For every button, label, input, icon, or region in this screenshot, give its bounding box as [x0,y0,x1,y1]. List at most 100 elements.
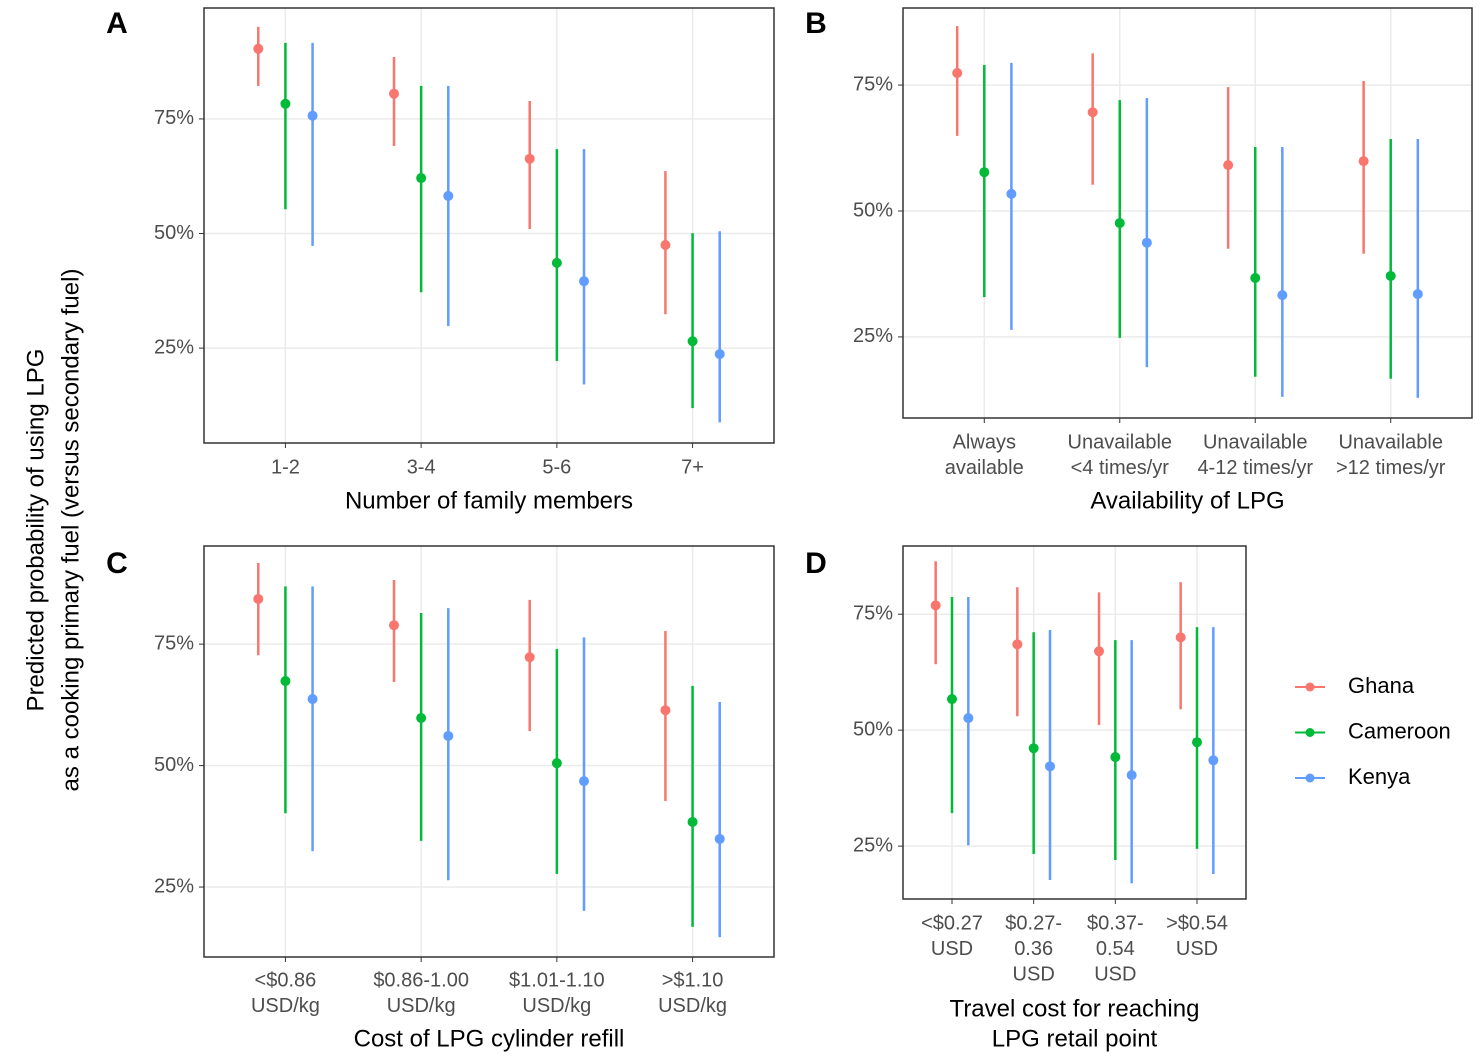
x-tick-label: >12 times/yr [1336,457,1446,479]
x-tick-label: 0.36 [1014,938,1053,960]
x-tick-label: 4-12 times/yr [1197,457,1313,479]
point [307,110,318,121]
point [1385,270,1396,281]
y-tick-label: 50% [853,199,893,221]
point [1141,237,1152,248]
x-tick-label: Always [953,431,1016,453]
x-tick-label: 7+ [681,456,704,478]
point [551,257,562,268]
panel-border [902,7,1473,419]
y-tick-label: 50% [853,718,893,740]
point [1012,639,1023,650]
x-axis-title: Number of family members [345,487,633,514]
point [443,730,454,741]
point [416,173,427,184]
point [524,153,535,164]
point [307,694,318,705]
y-tick-label: 25% [853,834,893,856]
y-tick-label: 25% [154,336,194,358]
x-tick-label: $0.37- [1087,912,1144,934]
x-tick-label: USD [1094,963,1136,985]
point [1358,156,1369,167]
point [687,336,698,347]
point [524,652,535,663]
point [579,776,589,787]
x-tick-label: >$0.54 [1166,912,1228,934]
x-tick-label: 1-2 [271,456,300,478]
point [1094,646,1104,657]
point [660,705,671,716]
x-tick-label: Unavailable [1203,431,1308,453]
point [979,167,990,178]
legend-key [1305,728,1315,737]
point [1208,755,1219,766]
point [947,694,957,705]
x-tick-label: USD [1176,938,1218,960]
panel-label: A [106,7,128,40]
x-tick-label: USD/kg [251,995,320,1017]
point [389,88,399,99]
point [1277,290,1288,301]
y-tick-label: 75% [853,73,893,95]
plot-background [903,546,1246,899]
point [1028,743,1039,754]
point [687,816,698,827]
point [1223,160,1234,171]
x-tick-label: $0.86-1.00 [373,969,469,991]
plot-background [903,8,1472,418]
plot-background [204,8,774,443]
point [1250,272,1261,283]
legend-label: Cameroon [1348,718,1451,743]
y-tick-label: 50% [154,754,194,776]
point [1006,188,1017,199]
x-tick-label: Unavailable [1068,431,1173,453]
x-tick-label: Unavailable [1338,431,1443,453]
point [930,600,941,611]
panel-label: D [805,547,827,580]
x-axis-title: Availability of LPG [1090,487,1284,514]
x-tick-label: USD/kg [522,995,591,1017]
legend-key [1305,682,1315,692]
panel-border [203,7,775,444]
point [1045,761,1055,772]
y-axis-title: as a cooking primary fuel (versus second… [57,269,84,792]
x-tick-label: $1.01-1.10 [509,969,605,991]
point [714,833,725,844]
panel-border [902,545,1247,900]
point [1110,752,1121,763]
point [416,712,427,723]
y-tick-label: 75% [853,602,893,624]
point [1412,289,1423,300]
x-tick-label: USD/kg [658,995,727,1017]
x-tick-label: available [945,457,1024,479]
x-axis-title: LPG retail point [992,1025,1158,1052]
point [280,98,291,109]
point [280,676,291,687]
panel-border [203,545,775,958]
x-tick-label: >$1.10 [662,969,724,991]
x-tick-label: <$0.27 [921,912,983,934]
y-tick-label: 50% [154,222,194,244]
plot-background [204,546,774,957]
x-tick-label: 3-4 [407,456,436,478]
point [1192,737,1202,748]
x-axis-title: Travel cost for reaching [950,995,1200,1022]
x-tick-label: USD/kg [387,995,456,1017]
point [963,713,974,724]
point [1126,770,1137,781]
y-tick-label: 75% [154,107,194,129]
point [1114,218,1125,229]
x-tick-label: 0.54 [1096,938,1135,960]
point [579,276,589,287]
legend-key [1305,773,1315,783]
legend-label: Kenya [1348,764,1411,789]
y-tick-label: 25% [154,875,194,897]
point [389,620,399,631]
x-tick-label: USD [1013,963,1055,985]
y-tick-label: 25% [853,325,893,347]
point [253,593,264,604]
point [1087,107,1098,118]
panel-label: B [805,7,827,40]
point [443,190,454,201]
